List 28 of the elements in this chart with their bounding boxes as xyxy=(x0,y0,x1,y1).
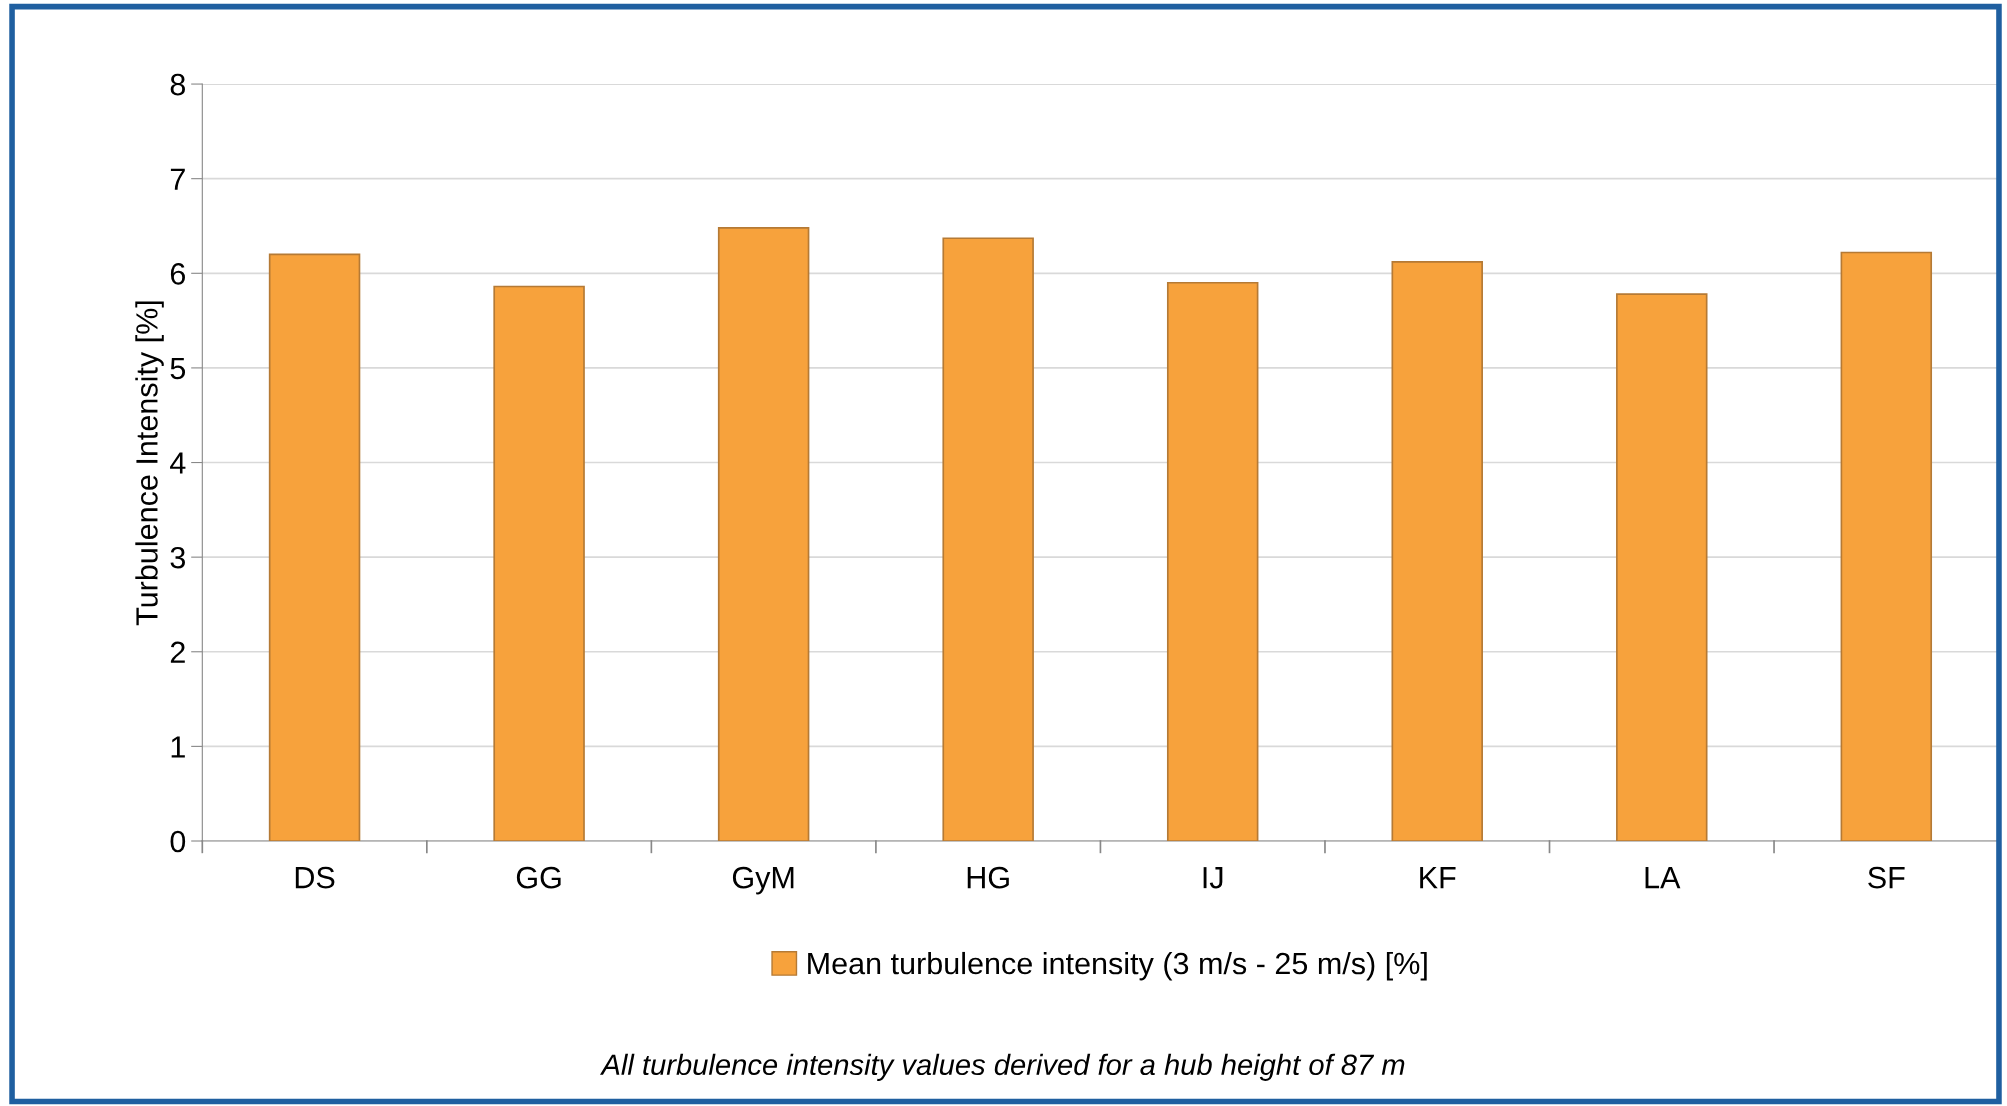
y-tick-label: 4 xyxy=(170,452,186,474)
legend-label: Mean turbulence intensity (3 m/s - 25 m/s) [%] xyxy=(808,951,1427,981)
x-tick-label: GG xyxy=(516,866,561,889)
bar xyxy=(493,285,585,841)
y-tick-label: 7 xyxy=(170,168,185,190)
x-tick-label: GyM xyxy=(732,866,794,895)
bar xyxy=(1166,281,1259,841)
bar xyxy=(942,237,1034,841)
x-tick-label: HG xyxy=(967,866,1009,889)
x-tick-label: SF xyxy=(1868,866,1905,889)
y-tick-label: 3 xyxy=(170,546,185,569)
text: All turbulence intensity values derived for a hub height of 87 m xyxy=(600,1053,1405,1081)
bar xyxy=(1616,293,1708,841)
y-tick-label: 1 xyxy=(171,736,185,758)
x-tick-label: KF xyxy=(1420,867,1456,889)
y-axis-title: Turbulence Intensity [%] xyxy=(135,301,164,626)
y-tick-label: 5 xyxy=(170,357,186,380)
x-tick-label: LA xyxy=(1645,867,1681,889)
x-tick-label: DS xyxy=(295,866,335,889)
x-tick-label: IJ xyxy=(1203,867,1223,889)
bar xyxy=(1840,251,1933,841)
bar xyxy=(268,253,361,841)
y-tick-label: 8 xyxy=(170,73,186,96)
y-tick-label: 0 xyxy=(170,830,186,853)
y-tick-label: 6 xyxy=(170,263,185,285)
y-tick-label: 2 xyxy=(170,641,185,663)
bar xyxy=(1391,261,1483,841)
bar xyxy=(717,227,810,841)
